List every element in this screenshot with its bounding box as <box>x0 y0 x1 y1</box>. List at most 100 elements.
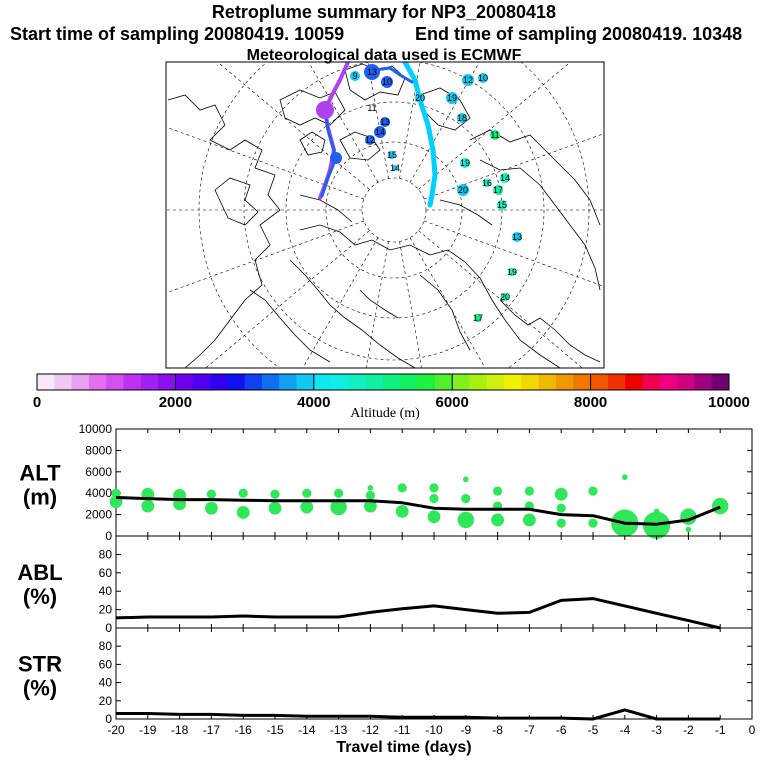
cluster-dot <box>512 232 522 242</box>
coastline-segment <box>499 299 601 363</box>
altitude-cluster <box>493 486 503 496</box>
cluster-dot <box>457 113 467 123</box>
y-tick-label: 0 <box>105 712 112 726</box>
coastline-segment <box>419 274 471 351</box>
cluster-dot <box>501 293 509 301</box>
coastline-segment <box>299 194 353 223</box>
cluster-label: 12 <box>463 75 473 85</box>
colorbar-cell <box>590 374 609 390</box>
altitude-cluster <box>111 488 121 498</box>
cluster-dot <box>415 93 425 103</box>
panel-str: 0 20 40 60 80 STR(%) <box>18 627 753 726</box>
meridian-line <box>409 62 480 183</box>
altitude-cluster <box>429 483 439 493</box>
colorbar-cell <box>434 374 453 390</box>
y-tick-label: 60 <box>99 566 113 580</box>
colorbar-tick-label: 10000 <box>708 394 750 411</box>
colorbar-tick-label: 2000 <box>159 394 192 411</box>
cluster-label: 19 <box>507 267 517 277</box>
x-tick-label: -15 <box>266 723 284 737</box>
colorbar-cell <box>106 374 124 390</box>
start-time-label: Start time of sampling 20080419. 10059 <box>10 24 345 44</box>
colorbar-cell <box>348 374 367 390</box>
x-tick-label: -13 <box>330 723 348 737</box>
cluster-dot <box>483 179 491 187</box>
y-axis-label: ALT <box>19 461 61 486</box>
altitude-cluster <box>622 474 628 480</box>
x-tick-label: -9 <box>460 723 471 737</box>
x-tick-label: -14 <box>298 723 316 737</box>
colorbar-cell <box>452 374 470 390</box>
y-tick-label: 0 <box>105 621 112 635</box>
altitude-cluster <box>236 506 250 519</box>
altitude-cluster <box>141 499 155 513</box>
meridian-line <box>423 220 604 287</box>
x-tick-label: -19 <box>139 723 157 737</box>
trajectory-top <box>373 66 414 84</box>
cluster-label: 9 <box>352 71 357 81</box>
altitude-cluster <box>429 493 439 504</box>
x-tick-label: -10 <box>425 723 443 737</box>
colorbar: 0 2000 4000 6000 8000 10000 Altitude (m) <box>33 373 750 420</box>
y-axis-label: ABL <box>17 560 62 585</box>
colorbar-cell <box>210 374 228 390</box>
colorbar-cell <box>711 374 730 390</box>
x-tick-label: -3 <box>651 723 662 737</box>
x-tick-label: -11 <box>394 723 411 737</box>
cluster-label: 14 <box>500 173 510 183</box>
y-tick-label: 80 <box>99 639 113 653</box>
colorbar-cell <box>71 374 90 390</box>
meridian-line <box>365 241 389 368</box>
colorbar-cell <box>538 374 557 390</box>
meridian-line <box>166 126 365 200</box>
cluster-dot <box>374 126 386 138</box>
y-tick-label: 8000 <box>85 443 112 457</box>
altitude-cluster <box>491 513 504 527</box>
meridian-line <box>308 62 379 183</box>
colorbar-cell <box>677 374 695 390</box>
meridian-line <box>205 230 370 368</box>
colorbar-cell <box>140 374 159 390</box>
y-tick-label: 6000 <box>85 465 112 479</box>
altitude-cluster <box>524 486 535 496</box>
x-tick-label: -2 <box>683 723 694 737</box>
altitude-cluster <box>712 497 729 515</box>
colorbar-cell <box>365 374 384 390</box>
latitude-circle <box>361 177 427 243</box>
altitude-cluster <box>463 476 469 483</box>
cluster-dot <box>460 158 470 168</box>
cluster-label: 18 <box>457 113 467 123</box>
colorbar-cell <box>313 374 332 390</box>
panel-abl: 0 20 40 60 80 ABL(%) <box>17 535 753 635</box>
colorbar-cell <box>469 374 488 390</box>
colorbar-cell <box>158 374 176 390</box>
cluster-label: 19 <box>447 93 457 103</box>
colorbar-cell <box>279 374 297 390</box>
colorbar-cell <box>400 374 419 390</box>
cluster-dot <box>392 165 398 171</box>
y-tick-label: 20 <box>99 603 113 617</box>
altitude-cluster <box>457 511 474 529</box>
coastline-segment <box>419 87 471 131</box>
cluster-dot <box>497 200 507 210</box>
cluster-dot <box>490 130 500 140</box>
coastlines <box>167 63 601 368</box>
meridian-line <box>166 220 365 294</box>
panel-frame <box>115 627 753 720</box>
colorbar-tick-label: 6000 <box>436 394 469 411</box>
cluster-dot-large <box>330 152 342 164</box>
cluster-dot <box>388 151 396 159</box>
panel-alt: 0 2000 4000 6000 8000 10000 ALT(m) <box>19 422 753 543</box>
colorbar-cell <box>504 374 522 390</box>
colorbar-cell <box>175 374 194 390</box>
cluster-label: 17 <box>493 185 503 195</box>
x-tick-label: -17 <box>203 723 221 737</box>
cluster-label: 13 <box>512 232 522 242</box>
altitude-cluster <box>397 483 407 493</box>
cluster-label: 15 <box>497 200 507 210</box>
series-line-alt <box>115 496 721 526</box>
colorbar-cell <box>694 374 713 390</box>
map-grid-lines <box>166 62 604 368</box>
colorbar-cell <box>383 374 401 390</box>
